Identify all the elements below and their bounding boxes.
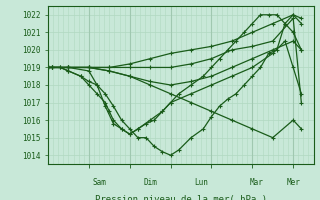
Text: Lun: Lun [194,178,208,187]
Text: Sam: Sam [92,178,106,187]
Text: Pression niveau de la mer( hPa ): Pression niveau de la mer( hPa ) [95,195,267,200]
Text: Mar: Mar [250,178,263,187]
Text: Dim: Dim [143,178,157,187]
Text: Mer: Mer [286,178,300,187]
